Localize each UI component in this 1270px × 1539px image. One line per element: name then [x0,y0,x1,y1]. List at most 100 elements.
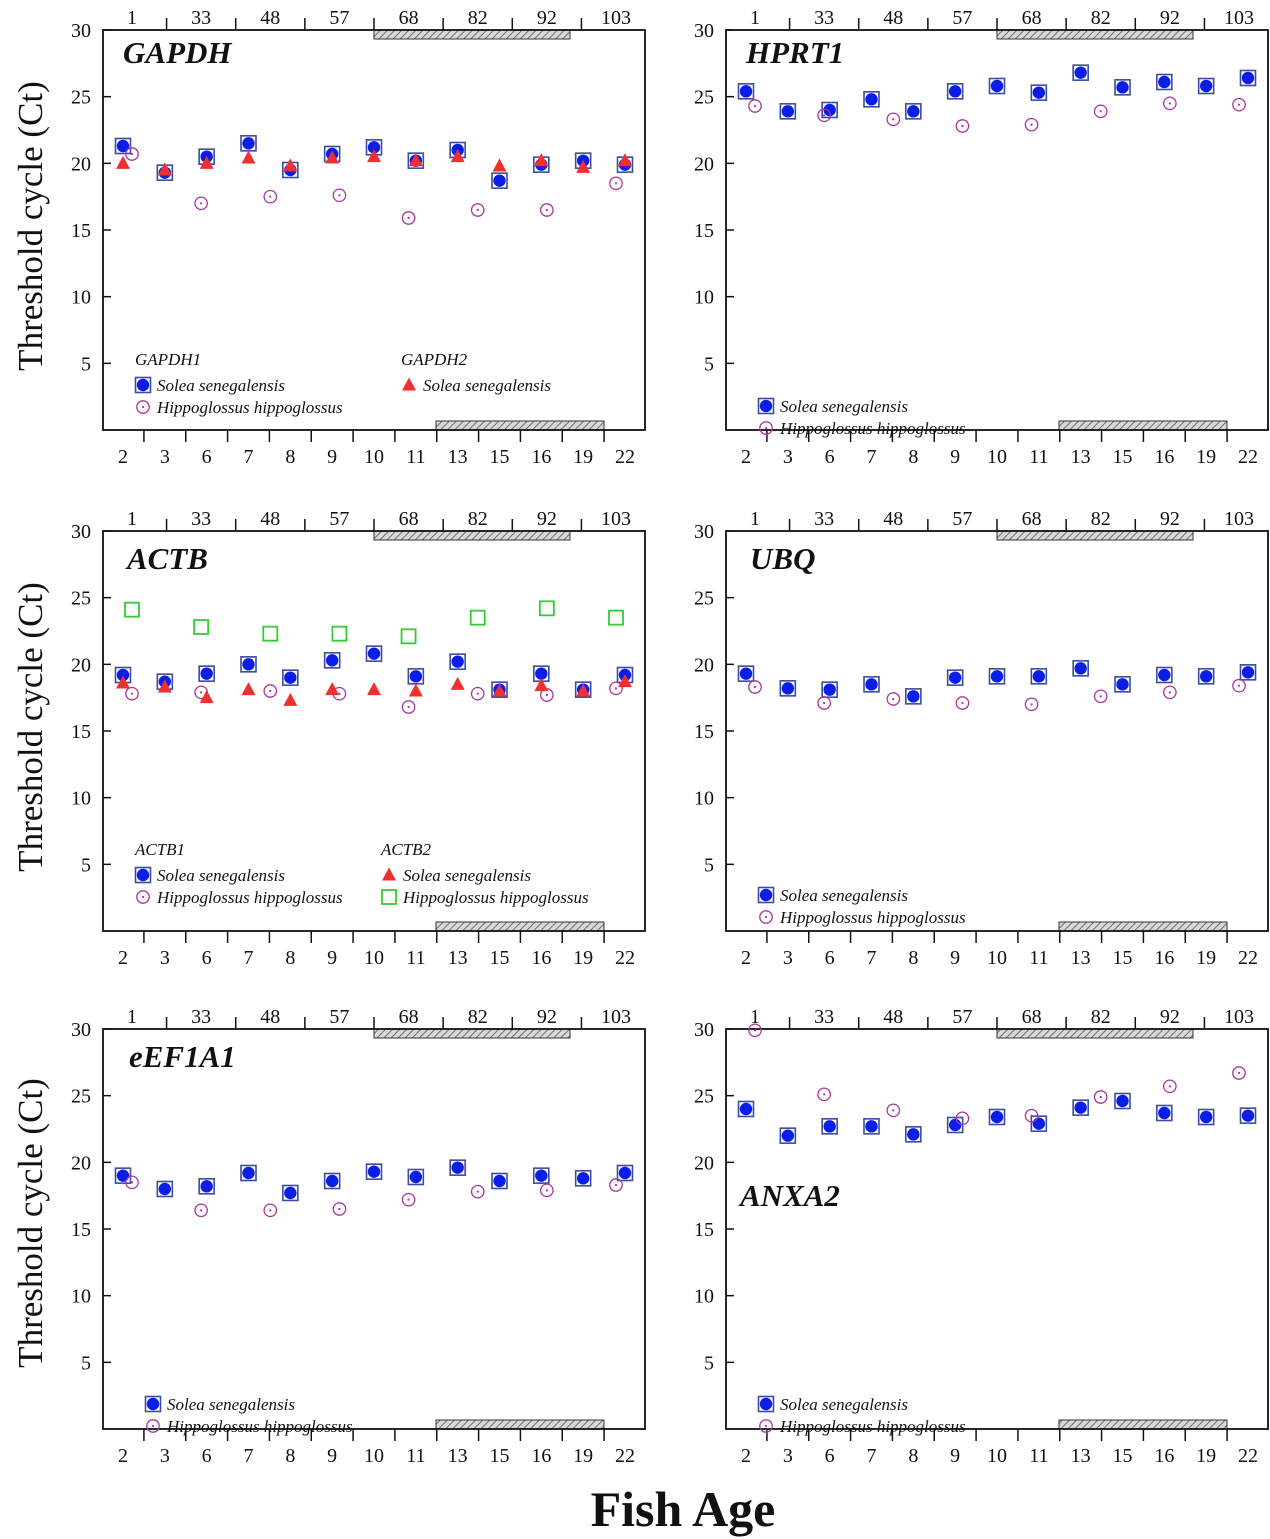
x-tick-label-bottom: 6 [825,446,835,468]
data-point [331,625,348,642]
legend-marker [402,377,416,391]
x-tick-label-bottom: 6 [825,947,835,969]
plot-frame [725,1028,1269,1430]
data-point [116,155,130,169]
x-tick-label-bottom: 13 [448,947,468,969]
y-tick-label: 10 [71,788,91,810]
y-tick-label: 30 [71,1019,91,1041]
data-point [157,162,172,176]
x-tick-label-bottom: 3 [783,1445,793,1467]
data-point [114,1167,132,1184]
data-point [1030,84,1048,101]
x-tick-label-bottom: 16 [531,947,551,969]
data-point [449,1159,466,1176]
x-tick-label-top: 92 [1160,1006,1180,1028]
data-point [1163,685,1177,700]
legend-heading: ACTB1 [134,840,185,859]
x-tick-label-bottom: 3 [160,446,170,468]
data-point [946,1116,964,1134]
y-tick-label: 20 [71,1152,91,1174]
data-point [283,158,298,172]
legend-label: Hippoglossus hippoglossus [166,1417,353,1436]
x-tick-label-bottom: 15 [490,947,510,969]
legend-label: Hippoglossus hippoglossus [779,1417,966,1436]
x-tick-label-bottom: 22 [1238,446,1258,468]
x-tick-label-top: 92 [537,7,557,29]
y-tick-label: 15 [694,1219,714,1241]
x-tick-label-bottom: 2 [118,1445,128,1467]
panel-title: HPRT1 [745,35,844,70]
data-point [125,1175,139,1190]
x-tick-label-bottom: 11 [1029,1445,1048,1467]
x-tick-label-top: 57 [329,7,349,29]
data-point [748,680,762,694]
x-tick-label-top: 33 [191,1006,211,1028]
x-tick-label-bottom: 9 [327,1445,337,1467]
data-point [116,675,130,689]
legend-marker [759,1419,773,1433]
x-tick-label-bottom: 2 [741,947,751,969]
data-point [534,678,549,692]
x-tick-label-bottom: 8 [908,947,918,969]
data-point [609,176,623,191]
x-tick-label-bottom: 6 [202,446,212,468]
x-tick-label-bottom: 2 [118,446,128,468]
data-point [470,203,485,217]
x-tick-label-top: 103 [1224,508,1254,530]
data-point [1093,689,1108,704]
data-point [817,696,831,710]
data-point [450,676,465,690]
data-point [492,158,507,172]
bottom-age-bar [1058,420,1228,431]
y-tick-label: 5 [81,1352,91,1374]
data-point [367,682,381,696]
x-tick-label-bottom: 10 [364,1445,384,1467]
legend: GAPDH2 Solea senegalensis [401,350,551,395]
data-point [576,683,591,697]
legend-marker [134,866,152,884]
x-tick-label-bottom: 8 [285,446,295,468]
data-point [955,696,970,710]
x-tick-label-bottom: 19 [1196,1445,1216,1467]
data-point [491,172,508,189]
bottom-age-bar [435,420,605,431]
data-point [538,600,555,617]
data-point [1114,676,1131,693]
legend: ACTB1 Solea senegalensis Hippoglossus hipp… [134,840,343,907]
y-tick-label: 30 [694,20,714,42]
data-point [156,1180,174,1198]
data-point [1093,1090,1108,1104]
y-tick-label: 25 [71,1086,91,1108]
data-point [240,656,257,673]
data-point [240,1164,257,1182]
plot-frame [725,530,1269,932]
data-point [1197,77,1215,95]
x-tick-label-top: 57 [952,1006,972,1028]
x-tick-label-top: 68 [399,508,419,530]
x-tick-label-bottom: 19 [573,1445,593,1467]
x-tick-label-bottom: 3 [783,947,793,969]
x-tick-label-bottom: 8 [908,1445,918,1467]
x-tick-label-top: 103 [601,1006,631,1028]
data-point [240,135,257,152]
y-tick-label: 20 [694,654,714,676]
data-point [401,211,416,225]
data-point [401,700,416,714]
x-tick-label-bottom: 15 [490,1445,510,1467]
legend-label: Solea senegalensis [780,886,908,905]
y-tick-label: 20 [71,153,91,175]
panel-title: ANXA2 [738,1178,840,1213]
top-age-bar [996,29,1194,40]
x-tick-label-bottom: 2 [741,1445,751,1467]
x-tick-label-top: 48 [883,1006,903,1028]
y-tick-label: 25 [694,87,714,109]
x-tick-label-bottom: 15 [1113,446,1133,468]
data-point [1072,660,1089,677]
data-point [863,1118,880,1135]
data-point [241,150,256,164]
data-point [407,668,425,685]
top-age-bar [996,1028,1194,1039]
data-point [988,1108,1006,1126]
